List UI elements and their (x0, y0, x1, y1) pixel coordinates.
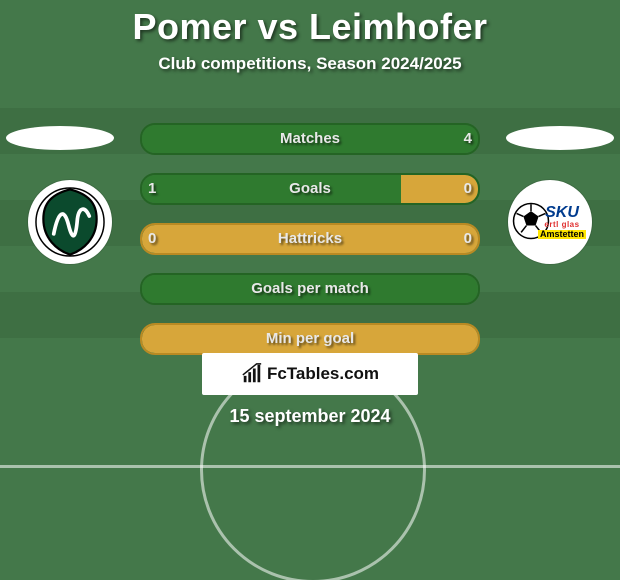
club-badge-a-svg (33, 185, 107, 259)
stat-goals-value-b: 0 (442, 175, 472, 203)
stat-bar-matches: Matches 4 (140, 123, 480, 155)
page-title: Pomer vs Leimhofer (0, 0, 620, 48)
stat-bar-goals: 1 Goals 0 (140, 173, 480, 205)
date-text: 15 september 2024 (0, 406, 620, 427)
bar-chart-icon (241, 363, 263, 385)
stat-goals-label: Goals (142, 175, 478, 203)
stat-bar-goals-per-match: Goals per match (140, 273, 480, 305)
club-b-label-top: SKU (538, 205, 586, 222)
stat-matches-value-b: 4 (442, 125, 472, 153)
watermark-text: FcTables.com (267, 364, 379, 384)
stat-hattricks-value-b: 0 (442, 225, 472, 253)
club-b-label-bot: Amstetten (538, 230, 586, 239)
stat-hattricks-label: Hattricks (142, 225, 478, 253)
stat-bar-min-per-goal: Min per goal (140, 323, 480, 355)
stat-matches-label: Matches (142, 125, 478, 153)
watermark-box: FcTables.com (202, 353, 418, 395)
player-oval-b (506, 126, 614, 150)
stat-mpg-label: Min per goal (142, 325, 478, 353)
stats-bars: Matches 4 1 Goals 0 0 Hattricks 0 Goals … (140, 123, 480, 373)
stat-bar-hattricks: 0 Hattricks 0 (140, 223, 480, 255)
club-badge-a (28, 180, 112, 264)
club-badge-b: SKU ertl glas Amstetten (508, 180, 592, 264)
stat-gpm-label: Goals per match (142, 275, 478, 303)
player-oval-a (6, 126, 114, 150)
page-subtitle: Club competitions, Season 2024/2025 (0, 54, 620, 74)
